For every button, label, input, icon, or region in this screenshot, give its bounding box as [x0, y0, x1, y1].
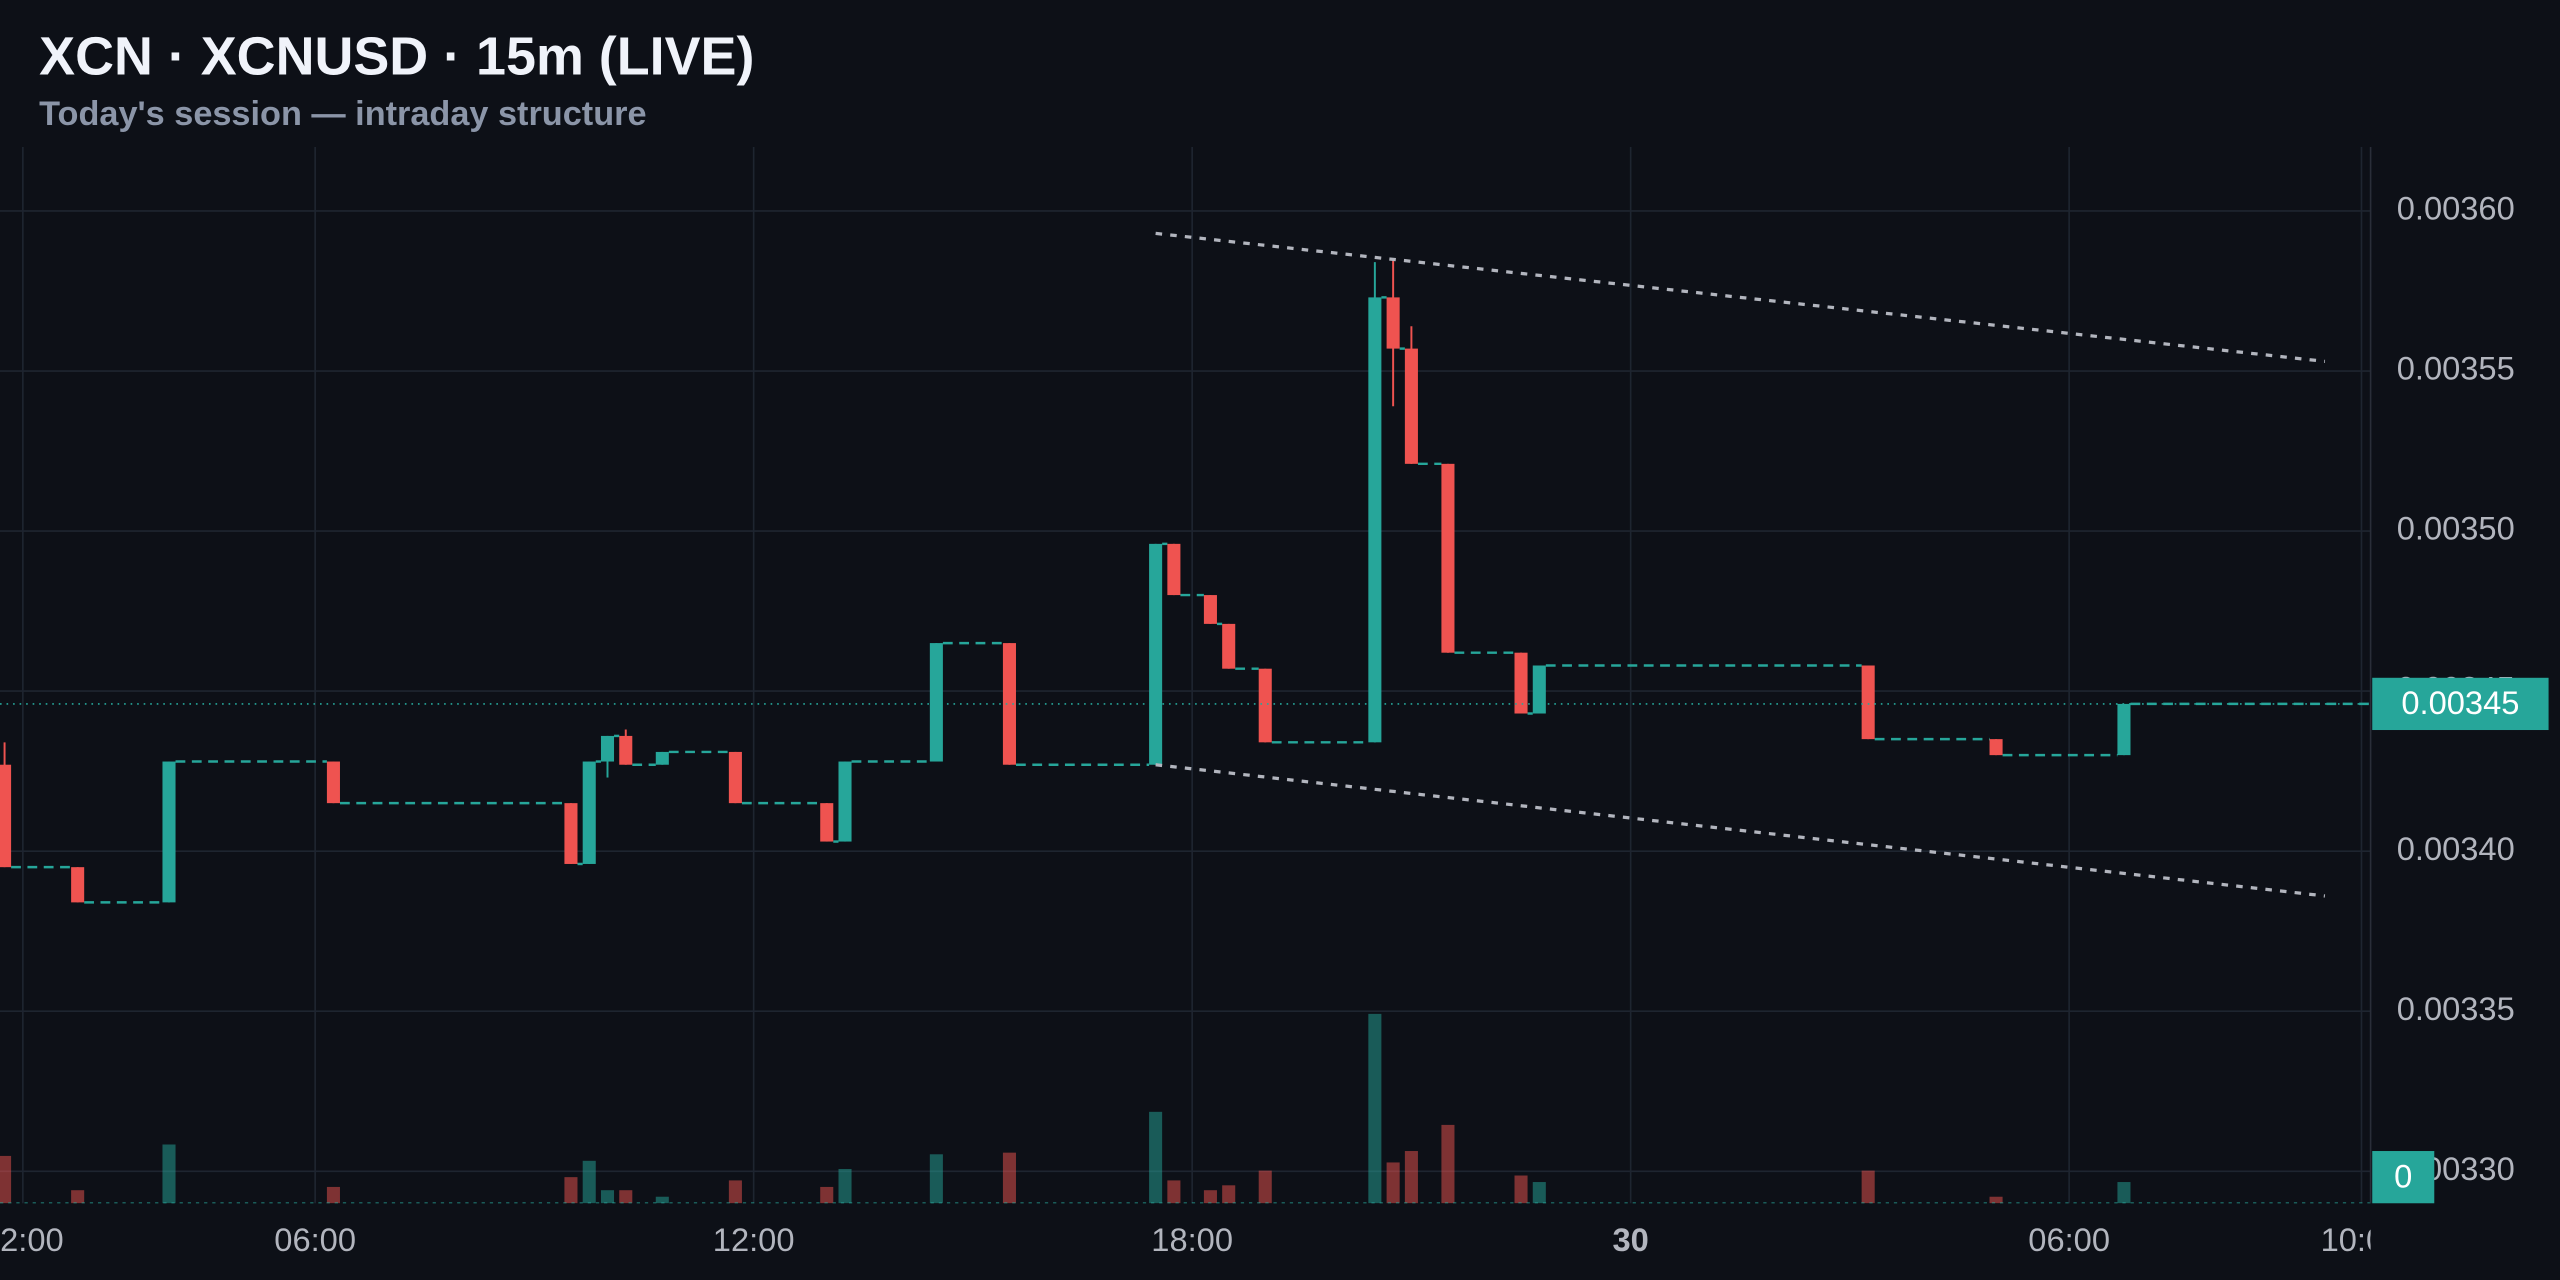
- volume-bar: [162, 1144, 176, 1204]
- volume-bar: [1386, 1162, 1400, 1204]
- volume-bar: [1861, 1170, 1875, 1204]
- volume-bar: [820, 1186, 834, 1204]
- volume-bar: [1167, 1180, 1181, 1204]
- candle-body: [655, 751, 669, 765]
- volume-bar: [326, 1186, 340, 1204]
- trendline: [1155, 231, 2326, 364]
- last-volume-tag: [2372, 1151, 2435, 1204]
- trendline: [1155, 763, 2326, 898]
- candle-body: [162, 761, 176, 903]
- candle-body: [0, 764, 12, 868]
- candle-body: [1368, 297, 1382, 743]
- candle-body: [838, 761, 852, 842]
- x-tick-label: 10:00: [2321, 1221, 2403, 1258]
- volume-bar: [929, 1154, 943, 1204]
- volume-bar: [1404, 1151, 1418, 1204]
- volume-bar: [619, 1190, 633, 1204]
- y-tick-label: 0.00360: [2397, 190, 2515, 227]
- volume-bar: [1258, 1170, 1272, 1204]
- volume-bar: [2117, 1182, 2131, 1204]
- volume-bar: [1441, 1124, 1455, 1204]
- candle-body: [820, 803, 834, 842]
- x-tick-label: 06:00: [274, 1221, 356, 1258]
- volume-bar: [728, 1180, 742, 1204]
- candle-body: [1167, 543, 1181, 596]
- volume-bar: [838, 1168, 852, 1204]
- plot-area: [0, 231, 2371, 1204]
- candle-body: [1203, 595, 1217, 624]
- volume-bar: [1989, 1196, 2003, 1204]
- candle-body: [728, 751, 742, 804]
- y-tick-label: 0.00340: [2397, 830, 2515, 867]
- candle-body: [582, 761, 596, 864]
- candle-body: [1222, 623, 1236, 669]
- candle-body: [1441, 463, 1455, 653]
- volume-bar: [0, 1155, 12, 1204]
- volume-bar: [1532, 1182, 1546, 1204]
- candle-body: [619, 735, 633, 765]
- candle-body: [1149, 543, 1163, 765]
- x-tick-label: 12:00: [713, 1221, 795, 1258]
- candle-body: [71, 867, 85, 903]
- x-tick-label: 18:00: [1151, 1221, 1233, 1258]
- candle-body: [2117, 703, 2131, 756]
- candle-body: [1861, 665, 1875, 740]
- candle-body: [600, 735, 615, 762]
- candle-body: [929, 643, 943, 762]
- last-volume-label: 0: [2394, 1157, 2412, 1194]
- candle-body: [1404, 348, 1418, 464]
- last-price-tag: [2372, 677, 2549, 731]
- candle-body: [1002, 643, 1016, 765]
- volume-bar: [1203, 1190, 1217, 1204]
- chart-subtitle: Today's session — intraday structure: [39, 95, 646, 133]
- y-tick-label: 0.00335: [2397, 990, 2515, 1027]
- volume-bar: [1222, 1185, 1236, 1204]
- candle-body: [564, 803, 578, 864]
- candle-body: [326, 761, 340, 804]
- volume-bar: [71, 1190, 85, 1204]
- candle-body: [1514, 652, 1528, 714]
- volume-bar: [1368, 1013, 1382, 1204]
- x-tick-label: 06:00: [2028, 1221, 2110, 1258]
- axes: 0.003300.003350.003400.003450.003500.003…: [0, 190, 2549, 1258]
- y-tick-label: 0.00355: [2397, 350, 2515, 387]
- y-tick-label: 0.00350: [2397, 510, 2515, 547]
- chart-title: XCN · XCNUSD · 15m (LIVE): [39, 27, 754, 87]
- candle-body: [1532, 665, 1546, 714]
- volume-bar: [1002, 1152, 1016, 1204]
- volume-bar: [582, 1160, 596, 1204]
- volume-bar: [564, 1177, 578, 1204]
- grid: [0, 146, 2371, 1204]
- volume-bar: [655, 1196, 669, 1204]
- volume-bar: [600, 1190, 615, 1204]
- last-price-label: 0.00345: [2401, 684, 2519, 721]
- x-tick-label: 30: [1612, 1221, 1648, 1258]
- x-tick-label: 02:00: [0, 1221, 64, 1258]
- candle-body: [1386, 297, 1400, 349]
- volume-bar: [1149, 1111, 1163, 1204]
- candle-body: [1989, 739, 2003, 756]
- candle-body: [1258, 668, 1272, 743]
- volume-bar: [1514, 1175, 1528, 1204]
